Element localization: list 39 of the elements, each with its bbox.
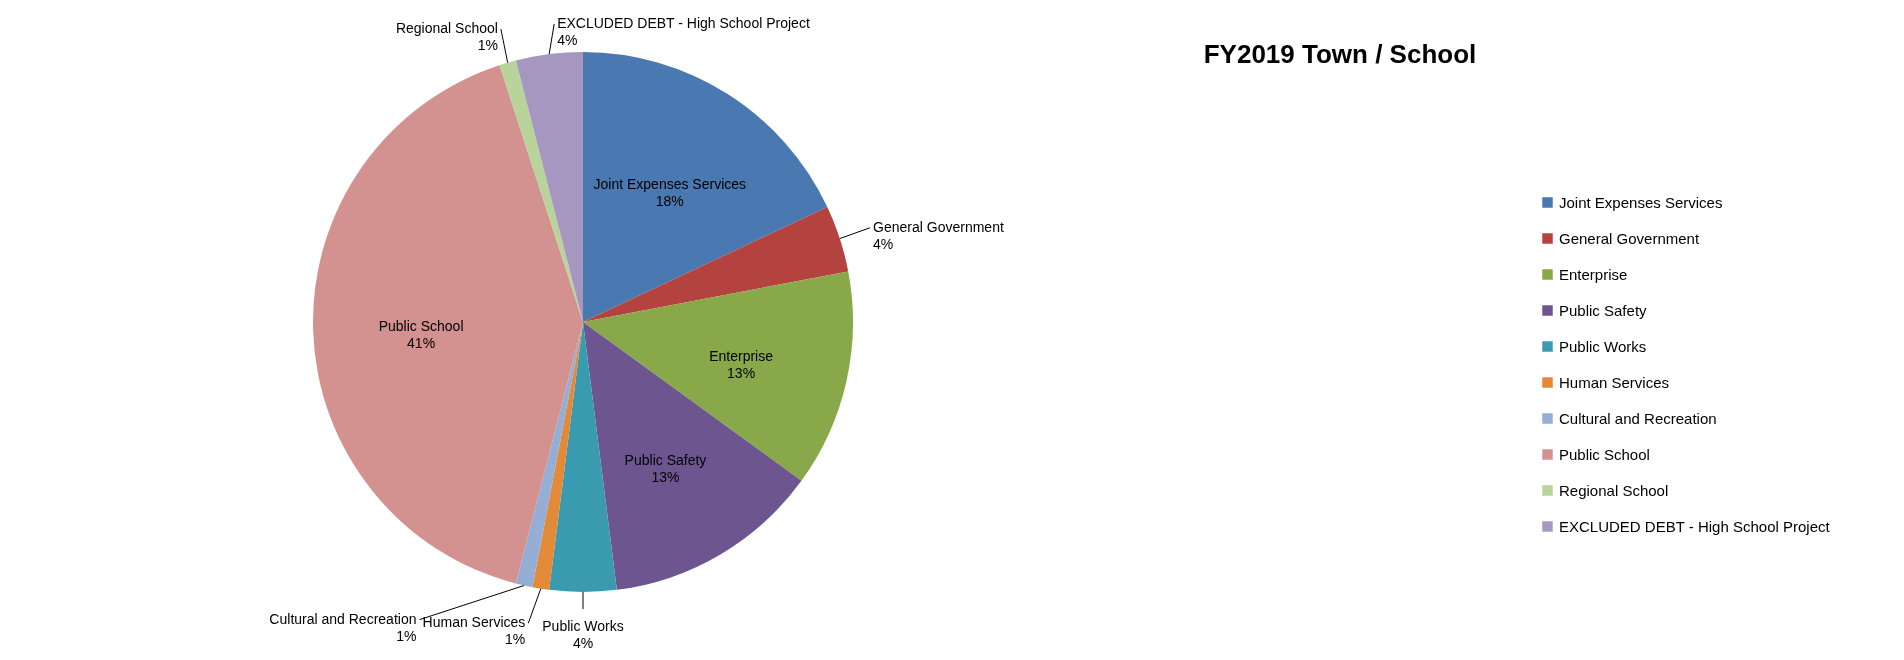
slice-label: General Government [873, 218, 1004, 235]
data-label: 4% [873, 235, 894, 252]
data-label: 4% [557, 32, 578, 48]
data-label: 4% [572, 635, 594, 651]
slice-label: Public Works [542, 618, 624, 634]
legend-label: Regional School [1559, 481, 1669, 499]
legend-label: Cultural and Recreation [1559, 409, 1717, 427]
data-label: 41% [407, 335, 436, 352]
slice-label: Public School [378, 318, 464, 335]
pie-slice [583, 207, 849, 322]
slice-label: Cultural and Recreation [269, 610, 417, 627]
slice-label: Joint Expenses Services [593, 176, 747, 193]
legend-label: Public School [1559, 445, 1650, 463]
data-label: 1% [477, 37, 498, 54]
data-label: 13% [651, 469, 680, 486]
slice-label: Regional School [395, 20, 498, 37]
slice-label: Human Services [422, 614, 526, 631]
data-label: 13% [727, 365, 756, 382]
slice-label: Public Safety [624, 452, 707, 469]
slice-label: Enterprise [709, 348, 774, 365]
text: FY2019 Town / School [1203, 39, 1477, 69]
legend-label: Public Safety [1559, 301, 1648, 319]
data-label: 18% [655, 193, 684, 210]
pie-slice [583, 52, 828, 322]
legend-label: General Government [1559, 229, 1700, 247]
data-label: 1% [396, 627, 417, 644]
legend-label: EXCLUDED DEBT - High School Project [1559, 517, 1831, 535]
legend-label: Joint Expenses Services [1559, 193, 1723, 211]
pie-slice [532, 322, 583, 590]
data-label: 1% [505, 631, 526, 648]
pie-slice [583, 322, 802, 590]
legend-label: Human Services [1559, 373, 1670, 391]
legend-label: Enterprise [1559, 265, 1628, 283]
pie-slice [583, 271, 853, 481]
pie-slice [313, 65, 583, 584]
slice-label: EXCLUDED DEBT - High School Project [557, 15, 810, 31]
pie-slice [515, 52, 583, 322]
pie-slice [515, 322, 583, 588]
legend-label: Public Works [1559, 337, 1647, 355]
